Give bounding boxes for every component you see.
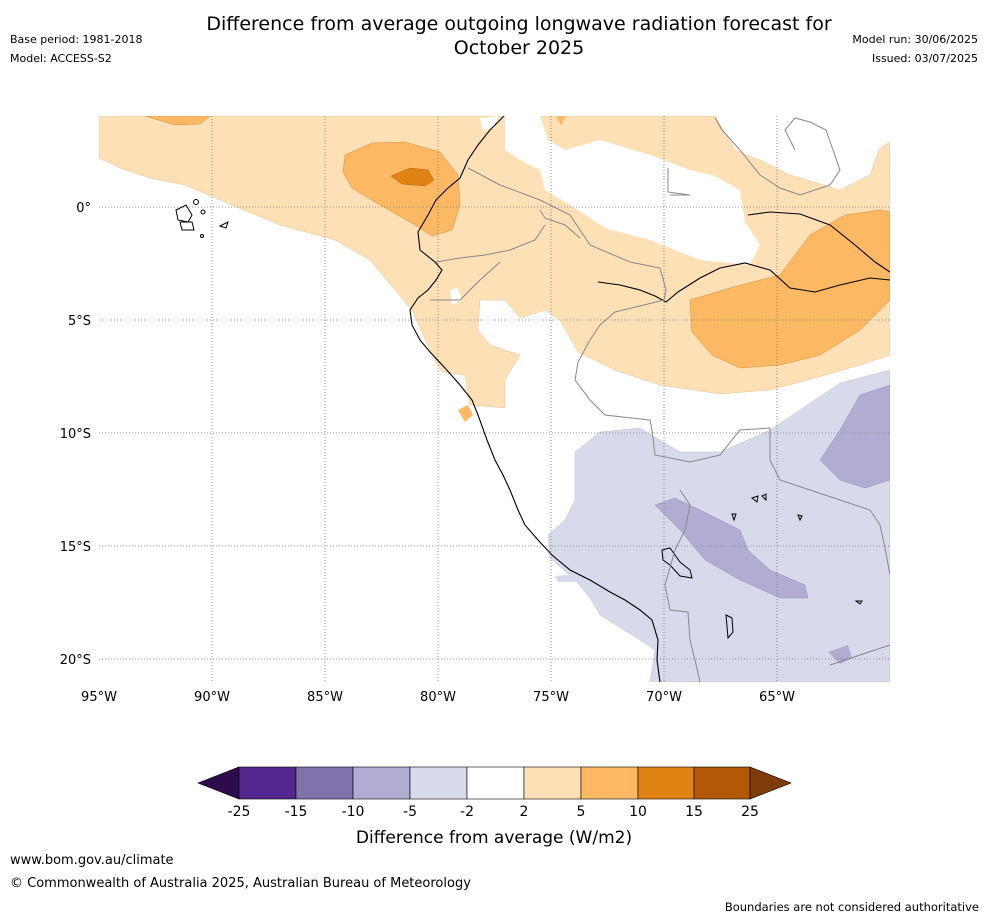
title-line-2: October 2025	[453, 37, 585, 59]
anomaly-5-10-peru-coast	[458, 405, 473, 422]
colorbar-max-extension	[749, 766, 792, 800]
website-link[interactable]: www.bom.gov.au/climate	[10, 853, 174, 868]
colorbar-tick: 10	[629, 804, 647, 820]
colorbar-segment	[637, 766, 695, 800]
galapagos-islands	[175, 199, 229, 238]
base-period: Base period: 1981-2018	[10, 33, 143, 46]
lat-tick: 20°S	[60, 653, 91, 668]
anomaly-minus5-minus10-central	[654, 497, 809, 599]
anomaly-minus2-minus5-small	[555, 574, 580, 582]
lon-tick: 65°W	[759, 690, 795, 705]
country-borders	[430, 117, 890, 682]
colorbar-label: Difference from average (W/m2)	[356, 828, 632, 848]
lon-tick: 85°W	[307, 690, 343, 705]
anomaly-5-10-amazon	[689, 209, 890, 369]
amazon-river	[597, 262, 890, 303]
colorbar-tick: -15	[285, 804, 308, 820]
colorbar-tick: 5	[577, 804, 586, 820]
issued-date: Issued: 03/07/2025	[871, 52, 978, 65]
lon-tick: 75°W	[533, 690, 569, 705]
colorbar-tick: 2	[520, 804, 529, 820]
colorbar-tick: -5	[403, 804, 417, 820]
forecast-map	[99, 116, 890, 682]
colorbar-segment	[580, 766, 639, 800]
map-title: Difference from average outgoing longwav…	[0, 12, 988, 60]
lat-tick: 15°S	[60, 540, 91, 555]
colorbar-tick: -2	[460, 804, 474, 820]
model-name: Model: ACCESS-S2	[10, 52, 112, 65]
colorbar-ticks: -25 -15 -10 -5 -2 2 5 10 15 25	[228, 804, 759, 820]
gridlines	[99, 116, 890, 682]
colorbar-segment	[238, 766, 297, 800]
colorbar	[197, 766, 792, 800]
colorbar-segment	[352, 766, 411, 800]
negro-river	[747, 211, 890, 273]
anomaly-10-15-region	[390, 167, 435, 187]
colorbar-tick: -10	[342, 804, 365, 820]
colorbar-segment	[523, 766, 582, 800]
model-run: Model run: 30/06/2025	[852, 33, 978, 46]
anomaly-minus5-minus10-east	[819, 384, 890, 489]
colorbar-tick: 15	[685, 804, 703, 820]
lat-tick: 0°	[76, 201, 91, 216]
colorbar-segment	[466, 766, 525, 800]
colorbar-segment	[693, 766, 751, 800]
coastline	[409, 116, 661, 682]
anomaly-5-10-top	[144, 116, 211, 126]
lat-tick: 5°S	[68, 314, 91, 329]
copyright-text: © Commonwealth of Australia 2025, Austra…	[10, 876, 471, 891]
colorbar-tick: 25	[741, 804, 759, 820]
colorbar-segment	[295, 766, 354, 800]
title-line-1: Difference from average outgoing longwav…	[206, 13, 832, 35]
anomaly-5-10-ecuador	[342, 141, 461, 237]
lake-titicaca	[661, 547, 693, 579]
neutral-region-north	[505, 116, 760, 265]
colorbar-min-extension	[197, 766, 240, 800]
lon-tick: 90°W	[194, 690, 230, 705]
boundary-disclaimer: Boundaries are not considered authoritat…	[724, 900, 979, 914]
lat-tick: 10°S	[60, 427, 91, 442]
lon-tick: 80°W	[420, 690, 456, 705]
small-lakes	[725, 493, 863, 640]
neutral-region-coast	[450, 288, 462, 305]
colorbar-segment	[409, 766, 468, 800]
anomaly-5-10-small	[556, 116, 566, 126]
longitude-ticks: 95°W 90°W 85°W 80°W 75°W 70°W 65°W	[81, 690, 795, 705]
latitude-ticks: 0° 5°S 10°S 15°S 20°S	[60, 201, 91, 668]
lon-tick: 95°W	[81, 690, 117, 705]
lon-tick: 70°W	[646, 690, 682, 705]
colorbar-tick: -25	[228, 804, 251, 820]
